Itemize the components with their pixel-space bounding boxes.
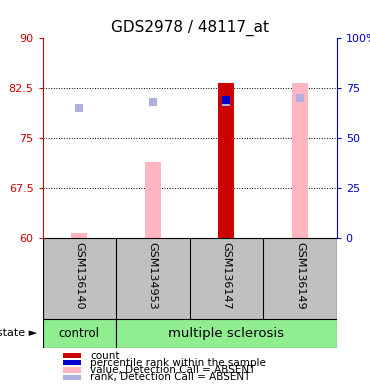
Bar	[116, 319, 337, 348]
Point	[223, 96, 229, 103]
Bar	[43, 319, 116, 348]
Text: control: control	[59, 327, 100, 339]
Text: GSM136147: GSM136147	[221, 242, 231, 310]
Bar	[145, 162, 161, 238]
Text: value, Detection Call = ABSENT: value, Detection Call = ABSENT	[90, 365, 255, 375]
Text: disease state ►: disease state ►	[0, 328, 37, 338]
Bar	[63, 367, 81, 372]
Bar	[218, 83, 235, 238]
Bar	[63, 353, 81, 358]
Point	[76, 105, 82, 111]
Text: multiple sclerosis: multiple sclerosis	[168, 327, 285, 339]
Point	[223, 99, 229, 105]
Point	[150, 99, 156, 105]
Point	[297, 95, 303, 101]
Title: GDS2978 / 48117_at: GDS2978 / 48117_at	[111, 20, 269, 36]
Bar	[71, 233, 87, 238]
Text: count: count	[90, 351, 120, 361]
Text: GSM136140: GSM136140	[74, 242, 84, 310]
Text: GSM134953: GSM134953	[148, 242, 158, 310]
Text: percentile rank within the sample: percentile rank within the sample	[90, 358, 266, 368]
Bar	[292, 83, 308, 238]
Bar	[218, 83, 235, 238]
Bar	[63, 360, 81, 366]
Bar	[63, 375, 81, 380]
Text: rank, Detection Call = ABSENT: rank, Detection Call = ABSENT	[90, 372, 250, 382]
Text: GSM136149: GSM136149	[295, 242, 305, 310]
